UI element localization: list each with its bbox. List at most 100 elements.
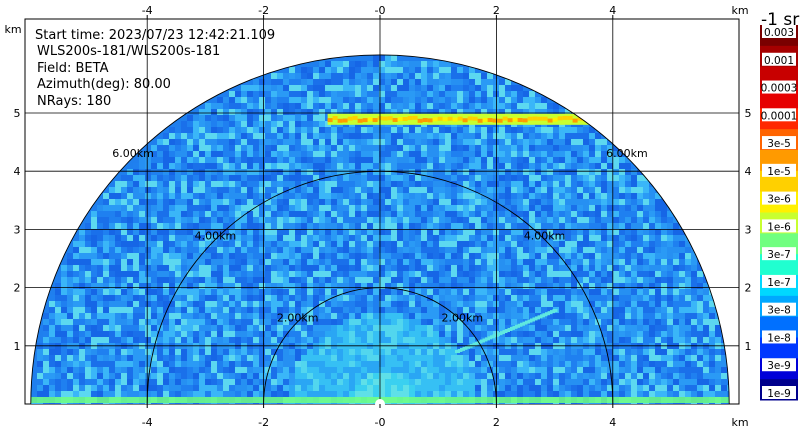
field-cell — [205, 241, 211, 247]
field-cell — [157, 151, 163, 157]
field-cell — [445, 139, 451, 145]
field-cell — [175, 229, 181, 235]
field-cell — [499, 199, 505, 205]
field-cell — [385, 169, 391, 175]
field-cell — [331, 181, 337, 187]
field-cell — [469, 133, 475, 139]
field-cell — [157, 235, 163, 241]
field-cell — [433, 247, 439, 253]
field-cell — [247, 193, 253, 199]
field-cell — [277, 73, 283, 79]
field-cell — [199, 121, 205, 127]
field-cell — [43, 349, 49, 355]
field-cell — [331, 85, 337, 91]
field-cell — [433, 229, 439, 235]
field-cell — [85, 355, 91, 361]
field-cell — [613, 283, 619, 289]
field-cell — [157, 271, 163, 277]
field-cell — [583, 355, 589, 361]
field-cell — [601, 349, 607, 355]
field-cell — [607, 223, 613, 229]
field-cell — [223, 373, 229, 379]
field-cell — [523, 385, 529, 391]
field-cell — [571, 253, 577, 259]
field-cell — [385, 289, 391, 295]
field-cell — [385, 61, 391, 67]
field-cell — [289, 121, 295, 127]
field-cell — [499, 367, 505, 373]
field-cell — [295, 145, 301, 151]
field-cell — [145, 373, 151, 379]
field-cell — [445, 361, 451, 367]
field-cell — [667, 379, 673, 385]
field-cell — [475, 259, 481, 265]
field-cell — [445, 79, 451, 85]
field-cell — [391, 211, 397, 217]
field-cell — [373, 175, 379, 181]
field-cell — [313, 205, 319, 211]
field-cell — [277, 181, 283, 187]
field-cell — [307, 289, 313, 295]
field-cell — [505, 241, 511, 247]
field-cell — [205, 289, 211, 295]
field-cell — [433, 337, 439, 343]
field-cell — [55, 361, 61, 367]
field-cell — [127, 169, 133, 175]
field-cell — [217, 325, 223, 331]
field-cell — [307, 235, 313, 241]
field-cell — [127, 199, 133, 205]
field-cell — [451, 127, 457, 133]
field-cell — [217, 361, 223, 367]
field-cell — [91, 217, 97, 223]
field-cell — [103, 283, 109, 289]
field-cell — [127, 241, 133, 247]
field-cell — [103, 349, 109, 355]
field-cell — [253, 259, 259, 265]
field-cell — [409, 301, 415, 307]
field-cell — [163, 301, 169, 307]
field-cell — [115, 193, 121, 199]
field-cell — [259, 169, 265, 175]
field-cell — [151, 313, 157, 319]
field-cell — [667, 325, 673, 331]
field-cell — [607, 139, 613, 145]
field-cell — [289, 229, 295, 235]
field-cell — [379, 283, 385, 289]
field-cell — [283, 307, 289, 313]
field-cell — [235, 361, 241, 367]
field-cell — [271, 349, 277, 355]
field-cell — [511, 181, 517, 187]
field-cell — [547, 109, 553, 115]
field-cell — [43, 331, 49, 337]
field-cell — [499, 85, 505, 91]
field-cell — [511, 301, 517, 307]
field-cell — [685, 331, 691, 337]
field-cell — [199, 187, 205, 193]
field-cell — [427, 259, 433, 265]
field-cell — [67, 253, 73, 259]
field-cell — [103, 235, 109, 241]
field-cell — [199, 109, 205, 115]
field-cell — [211, 187, 217, 193]
field-cell — [295, 175, 301, 181]
field-cell — [385, 265, 391, 271]
field-cell — [181, 295, 187, 301]
field-cell — [253, 385, 259, 391]
field-cell — [259, 181, 265, 187]
field-cell — [259, 109, 265, 115]
field-cell — [529, 373, 535, 379]
field-cell — [229, 175, 235, 181]
field-cell — [355, 73, 361, 79]
field-cell — [151, 283, 157, 289]
field-cell — [103, 223, 109, 229]
field-cell — [475, 385, 481, 391]
field-cell — [367, 367, 373, 373]
field-cell — [583, 211, 589, 217]
field-cell — [181, 301, 187, 307]
field-cell — [427, 193, 433, 199]
field-cell — [577, 313, 583, 319]
field-cell — [265, 307, 271, 313]
field-cell — [223, 265, 229, 271]
field-cell — [229, 259, 235, 265]
field-cell — [559, 253, 565, 259]
